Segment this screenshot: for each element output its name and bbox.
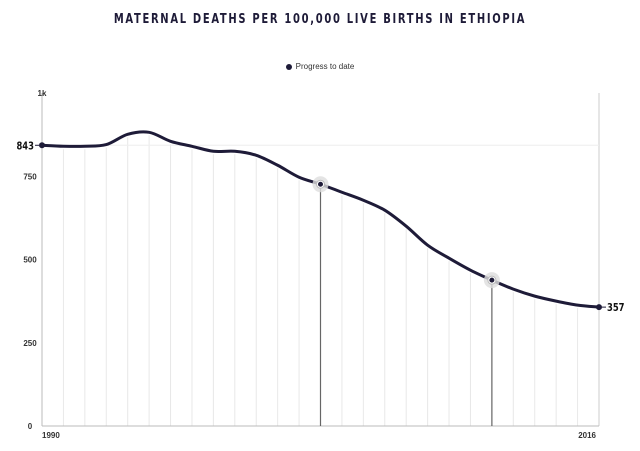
y-tick-label: 750 (23, 172, 37, 181)
chart-title: MATERNAL DEATHS PER 100,000 LIVE BIRTHS … (113, 12, 527, 27)
data-point (489, 277, 495, 283)
y-tick-label: 500 (23, 256, 37, 265)
y-tick-label: 1k (38, 89, 47, 98)
endpoint-label: 843 (16, 141, 34, 153)
y-tick-label: 250 (23, 339, 37, 348)
x-tick-label: 1990 (42, 431, 60, 440)
legend: Progress to date (0, 62, 640, 71)
legend-marker (285, 63, 292, 70)
x-tick-label: 2016 (578, 431, 596, 440)
endpoint-marker (596, 304, 602, 311)
y-tick-label: 0 (28, 422, 33, 431)
endpoint-label: 357 (607, 302, 625, 314)
data-point (318, 181, 323, 187)
legend-label: Progress to date (295, 62, 355, 71)
endpoint-marker (39, 142, 45, 149)
